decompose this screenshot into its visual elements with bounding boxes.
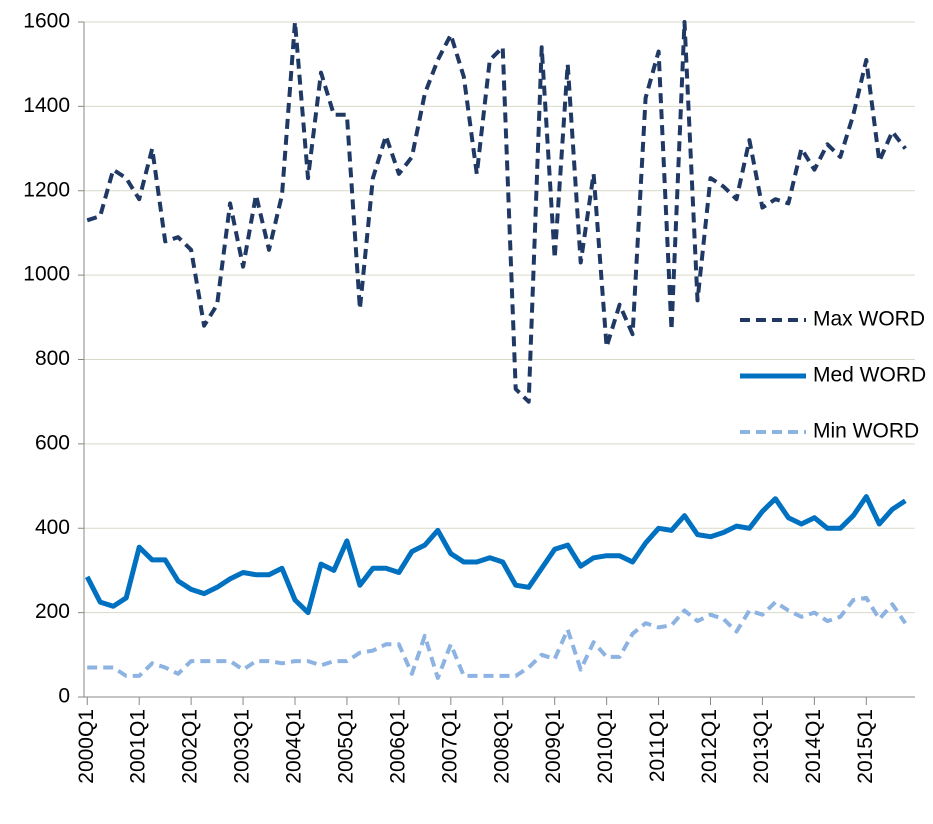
x-tick-label: 2001Q1 (127, 709, 150, 784)
legend-label: Max WORD (813, 308, 925, 331)
series-line (84, 494, 907, 616)
x-tick-label: 2011Q1 (646, 709, 669, 782)
x-tick-label: 2010Q1 (594, 709, 617, 784)
y-tick-label: 400 (35, 516, 70, 539)
x-tick-label: 2013Q1 (750, 709, 773, 784)
x-tick-label: 2002Q1 (179, 709, 202, 784)
x-tick-label: 2005Q1 (334, 709, 357, 784)
x-tick-label: 2006Q1 (386, 709, 409, 784)
y-tick-label: 200 (35, 600, 70, 623)
x-tick-label: 2014Q1 (802, 709, 825, 784)
series-line (87, 595, 907, 680)
x-tick-label: 2003Q1 (231, 709, 254, 784)
x-tick-label: 2000Q1 (75, 709, 98, 784)
x-tick-label: 2004Q1 (283, 709, 306, 784)
x-tick-label: 2008Q1 (490, 709, 513, 784)
y-tick-label: 1200 (23, 178, 70, 201)
y-tick-label: 1000 (23, 263, 70, 286)
x-tick-label: 2007Q1 (438, 709, 461, 784)
legend-label: Med WORD (813, 364, 926, 387)
y-tick-label: 1600 (23, 10, 70, 33)
series-line (86, 20, 907, 404)
legend-label: Min WORD (813, 420, 919, 443)
y-tick-label: 1400 (23, 94, 70, 117)
x-tick-label: 2012Q1 (698, 709, 721, 784)
y-tick-label: 600 (35, 431, 70, 454)
x-tick-label: 2015Q1 (854, 709, 877, 784)
y-tick-label: 800 (35, 347, 70, 370)
y-tick-label: 0 (58, 685, 70, 708)
x-tick-label: 2009Q1 (542, 709, 565, 784)
